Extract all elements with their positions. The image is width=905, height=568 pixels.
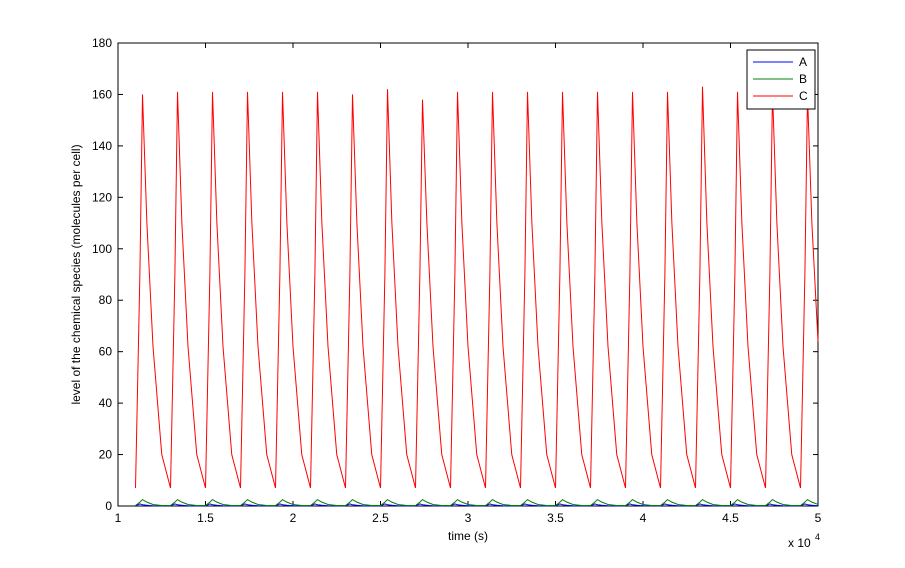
y-tick-label: 140 [92, 139, 112, 153]
x-tick-label: 1 [115, 511, 122, 525]
x-tick-label: 3 [465, 511, 472, 525]
y-tick-label: 20 [99, 448, 113, 462]
x-tick-label: 4 [640, 511, 647, 525]
legend-label: A [799, 55, 807, 69]
y-tick-label: 120 [92, 190, 112, 204]
x-tick-label: 5 [815, 511, 822, 525]
x-tick-label: 2.5 [372, 511, 389, 525]
series-line [135, 498, 819, 506]
legend-label: B [799, 72, 807, 86]
x-tick-label: 4.5 [722, 511, 739, 525]
legend-label: C [799, 89, 808, 103]
x-tick-label: 1.5 [197, 511, 214, 525]
x-multiplier-exponent: 4 [815, 532, 820, 542]
x-tick-label: 3.5 [547, 511, 564, 525]
x-multiplier: x 10 [788, 536, 811, 550]
y-tick-label: 0 [105, 499, 112, 513]
y-tick-label: 180 [92, 36, 112, 50]
y-tick-label: 160 [92, 87, 112, 101]
y-tick-label: 80 [99, 293, 113, 307]
x-tick-label: 2 [290, 511, 297, 525]
y-tick-label: 60 [99, 345, 113, 359]
y-tick-label: 100 [92, 242, 112, 256]
x-axis-label: time (s) [448, 529, 488, 543]
series-line [135, 86, 819, 489]
y-tick-label: 40 [99, 396, 113, 410]
y-axis-label: level of the chemical species (molecules… [69, 144, 83, 404]
plot-frame [117, 42, 819, 507]
